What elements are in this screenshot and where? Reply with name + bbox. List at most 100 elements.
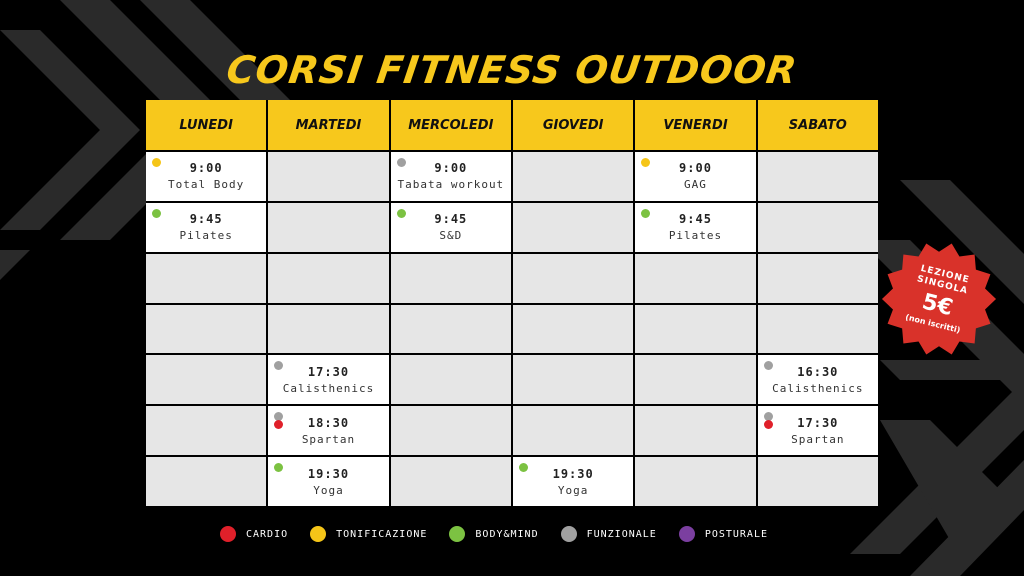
class-name: Pilates: [668, 229, 723, 243]
legend-item: POSTURALE: [678, 526, 768, 542]
class-name: Spartan: [791, 432, 845, 446]
empty-slot: [146, 253, 267, 303]
category-dot: [763, 361, 773, 371]
empty-slot: [635, 304, 756, 354]
legend-dot: [220, 526, 236, 542]
class-time: 9:45: [189, 212, 223, 227]
class-name: S&D: [439, 229, 463, 243]
day-header: LUNEDI: [146, 100, 267, 150]
empty-slot: [757, 202, 878, 252]
class-time: 9:00: [679, 161, 712, 176]
legend-dot: [678, 526, 695, 542]
class-slot: 18:30 Spartan: [268, 406, 389, 456]
empty-slot: [513, 253, 634, 303]
category-dot: [274, 412, 284, 422]
empty-slot: [513, 355, 634, 405]
empty-slot: [635, 406, 756, 456]
empty-slot: [390, 304, 511, 354]
legend-item: BODY&MIND: [449, 526, 538, 542]
empty-slot: [757, 253, 878, 303]
class-time: 9:00: [434, 161, 468, 176]
class-slot: 16:30 Calisthenics: [757, 355, 878, 405]
class-slot: 17:30 Calisthenics: [268, 355, 389, 405]
category-dot: [763, 412, 773, 422]
legend-dot: [449, 526, 466, 542]
empty-slot: [268, 304, 389, 354]
category-dot: [519, 463, 528, 473]
legend-dot: [310, 526, 327, 542]
empty-slot: [513, 304, 634, 354]
class-name: Total Body: [168, 178, 245, 192]
empty-slot: [390, 457, 511, 506]
empty-slot: [146, 355, 267, 405]
empty-slot: [513, 202, 634, 252]
category-dot: [274, 420, 284, 430]
schedule-table: LUNEDI MARTEDI MERCOLEDI GIOVEDI VENERDI SABA…: [146, 100, 878, 506]
price-badge-shape: [881, 243, 997, 355]
class-time: 16:30: [797, 364, 839, 379]
legend-label: POSTURALE: [704, 528, 768, 540]
legend-label: TONIFICAZIONE: [336, 528, 428, 540]
category-dot: [152, 208, 161, 218]
day-header: VENERDI: [635, 100, 756, 150]
empty-slot: [635, 457, 756, 506]
class-time: 9:00: [189, 161, 223, 176]
category-dot: [274, 463, 284, 473]
class-slot: 19:30 Yoga: [513, 457, 634, 506]
empty-slot: [635, 253, 756, 303]
class-name: Pilates: [179, 229, 233, 243]
color-legend: CARDIO TONIFICAZIONE BODY&MIND FUNZIONALE PO…: [220, 526, 790, 542]
empty-slot: [390, 406, 511, 456]
class-slot: 17:30 Spartan: [757, 406, 878, 456]
class-name: GAG: [684, 178, 707, 192]
empty-slot: [513, 406, 634, 456]
class-time: 19:30: [552, 466, 594, 481]
empty-slot: [268, 202, 389, 252]
category-dot: [396, 208, 406, 218]
class-name: Yoga: [557, 483, 589, 497]
empty-slot: [146, 457, 267, 506]
empty-slot: [513, 152, 634, 201]
empty-slot: [268, 253, 389, 303]
legend-item: FUNZIONALE: [560, 526, 657, 542]
category-dot: [641, 208, 651, 218]
class-name: Calisthenics: [282, 381, 375, 395]
class-time: 19:30: [307, 466, 350, 481]
class-slot: 9:00 Tabata workout: [390, 152, 511, 201]
class-slot: 9:45 Pilates: [635, 202, 756, 252]
empty-slot: [390, 355, 511, 405]
category-dot: [152, 158, 161, 167]
class-slot: 9:00 GAG: [635, 152, 756, 201]
legend-label: CARDIO: [246, 528, 289, 540]
class-slot: 19:30 Yoga: [268, 457, 389, 506]
class-name: Tabata workout: [397, 178, 505, 192]
legend-label: FUNZIONALE: [586, 528, 657, 540]
class-time: 18:30: [307, 415, 350, 430]
empty-slot: [146, 304, 267, 354]
class-time: 9:45: [434, 212, 468, 227]
class-name: Spartan: [301, 432, 356, 446]
empty-slot: [635, 355, 756, 405]
day-header: SABATO: [757, 100, 878, 150]
day-header: GIOVEDI: [513, 100, 634, 150]
category-dot: [763, 420, 773, 430]
class-name: Yoga: [313, 483, 344, 497]
category-dot: [396, 158, 406, 167]
legend-dot: [560, 526, 577, 542]
class-slot: 9:45 S&D: [390, 202, 511, 252]
page-title: CORSI FITNESS OUTDOOR: [223, 48, 801, 92]
class-time: 9:45: [679, 212, 712, 227]
day-header: MERCOLEDI: [390, 100, 511, 150]
empty-slot: [757, 457, 878, 506]
class-slot: 9:45 Pilates: [146, 202, 267, 252]
class-time: 17:30: [797, 415, 839, 430]
day-header: MARTEDI: [268, 100, 389, 150]
legend-item: TONIFICAZIONE: [310, 526, 427, 542]
class-time: 17:30: [307, 364, 350, 379]
class-slot: 9:00 Total Body: [146, 152, 267, 201]
empty-slot: [146, 406, 267, 456]
empty-slot: [390, 253, 511, 303]
category-dot: [274, 361, 284, 371]
empty-slot: [268, 152, 389, 201]
legend-label: BODY&MIND: [475, 528, 539, 540]
